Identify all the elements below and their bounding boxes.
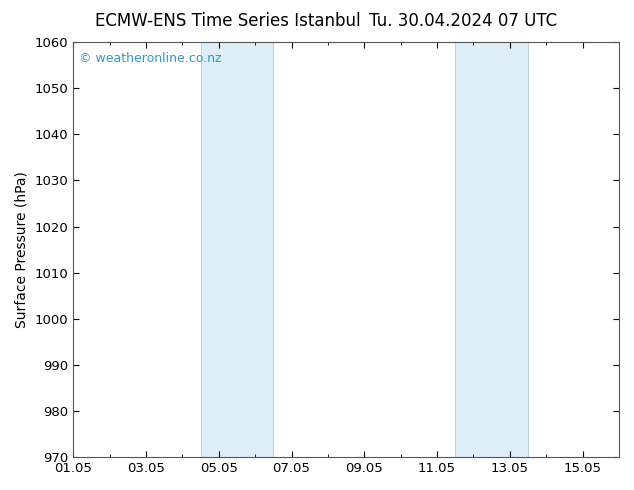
Y-axis label: Surface Pressure (hPa): Surface Pressure (hPa) <box>15 171 29 328</box>
Text: Tu. 30.04.2024 07 UTC: Tu. 30.04.2024 07 UTC <box>369 12 557 30</box>
Bar <box>455 42 528 457</box>
Text: © weatheronline.co.nz: © weatheronline.co.nz <box>79 52 221 66</box>
Text: ECMW-ENS Time Series Istanbul: ECMW-ENS Time Series Istanbul <box>96 12 361 30</box>
Bar <box>200 42 273 457</box>
